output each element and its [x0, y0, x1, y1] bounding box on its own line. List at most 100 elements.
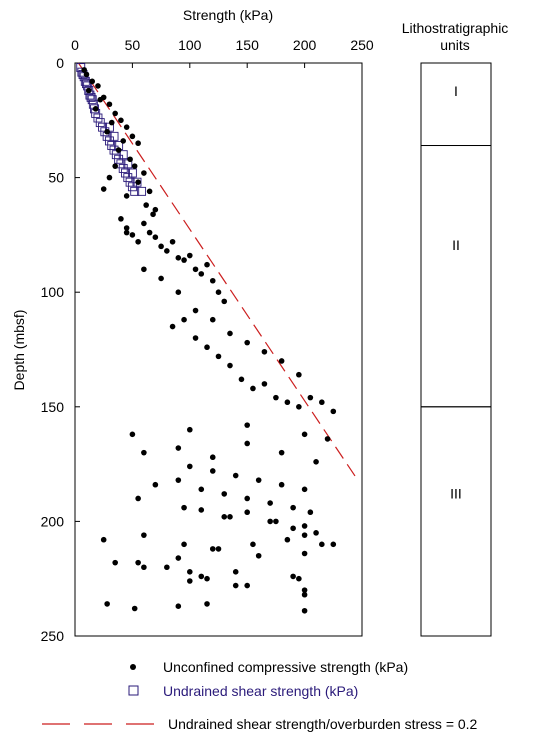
ucs-point: [301, 523, 308, 529]
ucs-point: [181, 504, 187, 511]
ucs-point: [187, 578, 193, 584]
ucs-point: [278, 358, 285, 364]
ucs-point: [290, 504, 296, 511]
legend-shear-marker: [128, 685, 139, 696]
ucs-point: [198, 271, 205, 277]
ucs-point: [81, 67, 87, 73]
ucs-point: [261, 348, 268, 355]
ucs-series: [81, 67, 337, 614]
ucs-point: [330, 408, 337, 415]
ucs-point: [135, 238, 141, 245]
ucs-point: [284, 536, 291, 543]
shear-point: [114, 154, 124, 164]
ucs-point: [187, 463, 193, 470]
units-title-line2: units: [440, 37, 470, 53]
ucs-point: [129, 133, 136, 140]
ucs-point: [227, 362, 233, 369]
ucs-point: [307, 509, 314, 516]
shear-point: [90, 104, 99, 114]
ucs-point: [267, 518, 273, 525]
ucs-point: [221, 514, 228, 520]
ucs-point: [261, 381, 268, 387]
ucs-point: [175, 255, 182, 261]
ucs-point: [150, 211, 156, 218]
ucs-point: [192, 335, 199, 341]
legend-ucs-label: Unconfined compressive strength (kPa): [163, 659, 408, 675]
shear-point: [127, 182, 137, 192]
shear-point: [125, 177, 135, 187]
ucs-point: [83, 71, 90, 78]
ratio-line-series: [77, 62, 357, 479]
units-title-line1: Lithostratigraphic: [402, 20, 509, 36]
ucs-point: [118, 216, 124, 222]
shear-point: [109, 131, 119, 141]
ucs-point: [232, 569, 239, 575]
ucs-point: [209, 454, 216, 461]
shear-point: [118, 150, 128, 160]
ucs-point: [296, 371, 302, 378]
ucs-point: [250, 541, 256, 548]
y-tick-label: 250: [41, 628, 65, 644]
shear-point: [118, 163, 128, 173]
shear-point: [116, 159, 126, 169]
ucs-point: [123, 193, 130, 199]
ucs-point: [330, 541, 337, 548]
ucs-point: [187, 426, 193, 433]
ucs-point: [143, 202, 149, 208]
ucs-point: [227, 514, 233, 520]
ucs-point: [129, 232, 136, 238]
shear-point: [107, 141, 117, 150]
ucs-point: [169, 238, 176, 245]
ucs-point: [175, 603, 182, 610]
shear-point: [123, 173, 133, 183]
shear-point: [87, 95, 97, 105]
ucs-point: [250, 385, 256, 392]
ucs-point: [112, 110, 118, 117]
ucs-point: [192, 307, 199, 314]
ucs-point: [319, 399, 325, 406]
ucs-point: [146, 188, 153, 195]
ucs-point: [100, 536, 107, 543]
ucs-point: [123, 225, 130, 231]
ucs-point: [112, 163, 118, 169]
ucs-point: [301, 550, 308, 557]
ucs-point: [301, 431, 308, 438]
y-tick-label: 200: [41, 513, 65, 529]
shear-point: [84, 86, 94, 95]
y-tick-label: 50: [48, 170, 64, 186]
ucs-point: [135, 559, 141, 566]
x-tick-label: 250: [350, 37, 374, 53]
shear-point: [82, 79, 91, 89]
shear-point: [104, 136, 114, 146]
ucs-point: [141, 449, 147, 456]
ucs-point: [169, 323, 176, 330]
ucs-point: [209, 546, 216, 552]
ucs-point: [135, 495, 141, 502]
ucs-point: [141, 170, 147, 176]
ucs-point: [141, 564, 147, 571]
x-tick-label: 200: [293, 37, 317, 53]
unit-label: I: [454, 83, 458, 99]
ucs-point: [152, 206, 159, 213]
ucs-point: [106, 174, 113, 181]
ucs-point: [267, 500, 273, 506]
ucs-point: [164, 564, 170, 571]
ucs-point: [313, 459, 319, 465]
ucs-point: [284, 399, 291, 406]
ucs-point: [221, 491, 228, 497]
unit-label: III: [450, 485, 462, 501]
ucs-point: [198, 507, 205, 513]
ucs-point: [175, 555, 182, 561]
y-tick-label: 0: [56, 55, 64, 71]
ucs-point: [227, 330, 233, 337]
ucs-point: [221, 298, 228, 305]
ucs-point: [131, 605, 138, 612]
ucs-point: [244, 339, 250, 346]
ucs-point: [181, 541, 187, 548]
ucs-point: [255, 477, 262, 483]
legend-shear-label: Undrained shear strength (kPa): [163, 683, 358, 699]
ucs-point: [204, 344, 210, 351]
ucs-point: [135, 179, 141, 185]
y-axis-label: Depth (mbsf): [11, 310, 27, 391]
